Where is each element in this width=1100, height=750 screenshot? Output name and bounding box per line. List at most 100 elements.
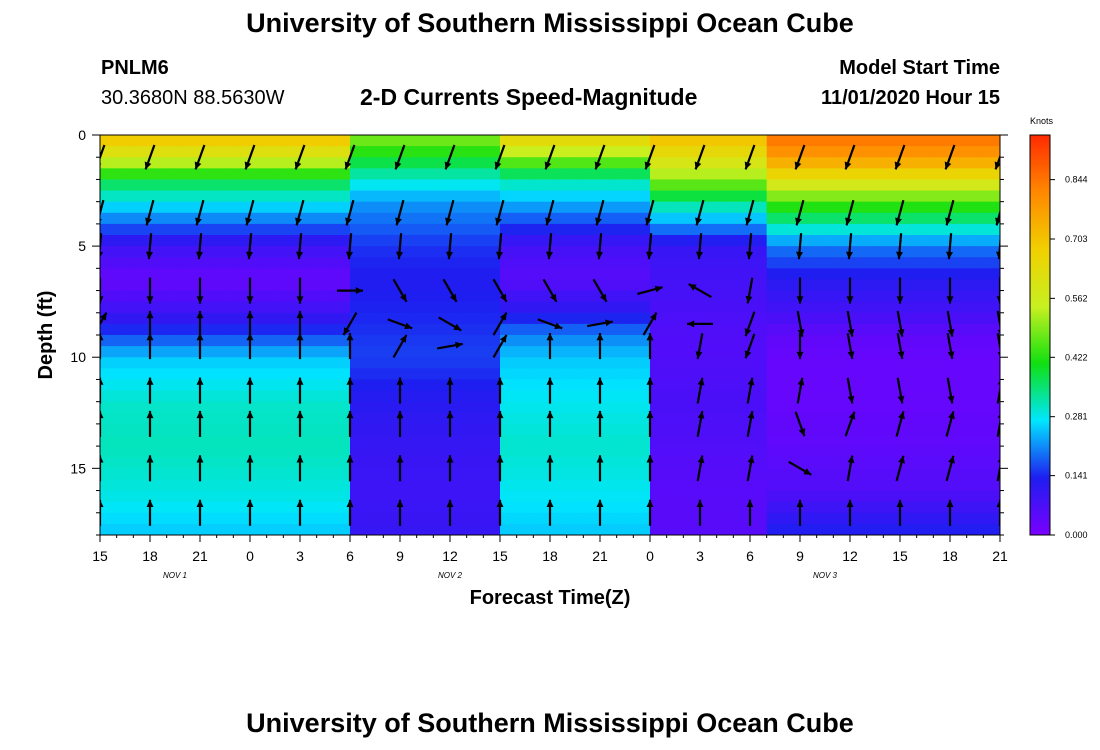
heatmap-cell (975, 223, 984, 236)
heatmap-cell (400, 257, 409, 269)
heatmap-cell (266, 490, 276, 503)
heatmap-cell (708, 401, 718, 414)
heatmap-cell (566, 268, 576, 281)
vector-head (146, 410, 154, 419)
current-vector (395, 199, 405, 226)
heatmap-cell (825, 223, 834, 236)
heatmap-cell (183, 323, 193, 336)
heatmap-cell (458, 135, 468, 147)
heatmap-cell (216, 201, 226, 214)
heatmap-cell (241, 501, 251, 514)
heatmap-cell (425, 401, 434, 414)
heatmap-cell (783, 279, 793, 292)
heatmap-cell (316, 246, 326, 258)
heatmap-cell (583, 179, 593, 192)
vector-head (344, 161, 352, 170)
heatmap-cell (441, 368, 451, 381)
y-tick-label: 5 (78, 238, 86, 254)
heatmap-cell (591, 312, 601, 325)
heatmap-cell (775, 312, 784, 325)
heatmap-cell (733, 323, 743, 336)
heatmap-cell (766, 135, 776, 147)
heatmap-cell (475, 179, 484, 192)
heatmap-cell (566, 468, 576, 481)
heatmap-cell (183, 446, 193, 458)
heatmap-cell (208, 179, 218, 192)
heatmap-cell (316, 179, 326, 192)
heatmap-cell (141, 312, 151, 325)
heatmap-cell (916, 335, 926, 347)
heatmap-cell (841, 368, 851, 381)
colorbar-tick-label: 0.422 (1065, 352, 1088, 362)
heatmap-cell (300, 446, 309, 458)
heatmap-cell (175, 323, 184, 336)
heatmap-cell (516, 423, 526, 436)
heatmap-cell (250, 435, 259, 447)
heatmap-cell (150, 446, 159, 458)
heatmap-cell (583, 501, 593, 514)
heatmap-cell (475, 223, 484, 236)
heatmap-cell (983, 335, 993, 347)
current-vector (545, 199, 555, 226)
heatmap-cell (258, 490, 268, 503)
heatmap-cell (391, 357, 401, 369)
heatmap-cell (916, 246, 926, 258)
heatmap-cell (525, 346, 534, 358)
heatmap-cell (358, 479, 368, 492)
heatmap-cell (491, 223, 501, 236)
heatmap-cell (858, 301, 868, 314)
heatmap-cell (858, 501, 868, 514)
heatmap-cell (158, 479, 168, 492)
heatmap-cell (250, 412, 259, 425)
heatmap-cell (250, 523, 259, 535)
heatmap-cell (350, 212, 359, 225)
heatmap-cell (316, 346, 326, 358)
heatmap-cell (491, 179, 501, 192)
heatmap-cell (758, 135, 768, 147)
heatmap-cell (316, 146, 326, 158)
heatmap-cell (550, 390, 559, 403)
vector-head (845, 217, 852, 226)
vector-head (744, 328, 752, 337)
heatmap-cell (283, 479, 293, 492)
heatmap-cell (975, 523, 984, 535)
heatmap-cell (300, 457, 309, 469)
heatmap-cell (583, 157, 593, 169)
heatmap-cell (316, 479, 326, 492)
heatmap-cell (816, 246, 826, 258)
heatmap-cell (425, 312, 434, 325)
heatmap-cell (975, 301, 984, 314)
heatmap-cell (625, 379, 634, 392)
heatmap-cell (516, 379, 526, 392)
heatmap-cell (700, 512, 709, 525)
heatmap-cell (941, 312, 951, 325)
heatmap-cell (575, 368, 584, 381)
heatmap-cell (650, 435, 659, 447)
heatmap-cell (166, 457, 176, 469)
heatmap-cell (316, 501, 326, 514)
heatmap-cell (808, 235, 818, 247)
heatmap-cell (383, 468, 393, 481)
heatmap-cell (133, 135, 143, 147)
heatmap-cell (266, 312, 276, 325)
heatmap-cell (658, 390, 668, 403)
heatmap-cell (458, 246, 468, 258)
heatmap-cell (233, 179, 243, 192)
heatmap-cell (191, 468, 201, 481)
heatmap-cell (675, 423, 684, 436)
heatmap-cell (175, 135, 184, 147)
heatmap-cell (125, 523, 134, 535)
heatmap-cell (750, 435, 759, 447)
heatmap-cell (841, 412, 851, 425)
heatmap-cell (458, 335, 468, 347)
heatmap-cell (700, 246, 709, 258)
current-vector (896, 277, 904, 304)
heatmap-cell (300, 268, 309, 281)
heatmap-cell (233, 523, 243, 535)
heatmap-cell (491, 357, 501, 369)
heatmap-cell (900, 223, 909, 236)
heatmap-cell (366, 168, 376, 181)
heatmap-cell (850, 201, 859, 214)
heatmap-cell (466, 323, 476, 336)
heatmap-cell (866, 490, 876, 503)
